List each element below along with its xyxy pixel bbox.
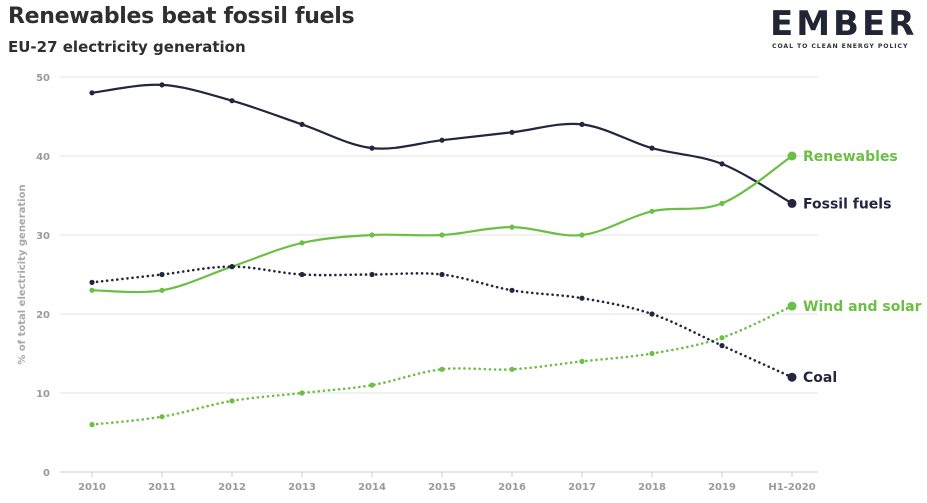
x-tick-label: 2014 [358,482,386,493]
series-fossil-fuels [89,82,797,208]
data-point [579,358,585,364]
series-labels: Fossil fuels Renewables Wind and solar Coal [803,149,922,386]
x-tick-label: 2018 [638,482,666,493]
data-point [787,372,797,382]
y-tick-label: 10 [36,389,50,400]
y-axis-ticks: 0 10 20 30 40 50 [36,73,50,479]
data-point [509,129,515,135]
data-point [649,350,655,357]
x-tick-label: 2015 [428,482,456,493]
x-tick-label: 2011 [148,482,176,493]
series-renewables [89,151,797,294]
x-tick-label: 2019 [708,482,736,493]
data-point [299,271,305,278]
gridlines [60,76,818,473]
data-point [579,232,585,238]
series-line-fossil-fuels [90,83,794,205]
series-label-renewables: Renewables [803,149,898,165]
data-point [719,343,725,349]
x-tick-label: 2013 [288,482,316,493]
y-tick-label: 50 [36,73,50,84]
data-point [509,224,515,230]
data-point [787,151,797,161]
data-point [649,311,655,317]
data-point [369,271,375,278]
data-point [649,208,655,214]
data-point [439,137,445,143]
data-point [229,398,235,404]
x-tick-label: H1-2020 [768,482,815,493]
data-point [299,121,305,127]
data-point [719,161,725,167]
data-point [649,145,655,151]
data-point [369,145,375,151]
chart-subtitle: EU-27 electricity generation [8,38,246,56]
x-tick-label: 2016 [498,482,526,493]
chart-title: Renewables beat fossil fuels [8,4,355,29]
data-point [89,90,95,96]
x-axis-ticks: 2010 2011 2012 2013 2014 2015 2016 2017 2018 2019… [78,472,816,493]
data-point [299,390,305,396]
data-point [439,271,445,278]
series-label-coal: Coal [803,370,837,386]
series-wind-and-solar [89,301,797,428]
data-point [299,240,305,246]
logo-wordmark: EMBER [770,4,918,44]
data-point [787,301,797,311]
series-line-renewables [90,154,794,294]
data-point [439,366,445,372]
x-tick-label: 2017 [568,482,596,493]
data-point [229,264,235,270]
y-tick-label: 0 [43,468,50,479]
data-point [509,366,515,372]
series [89,82,797,428]
series-line-coal [90,265,794,379]
data-point [89,279,95,285]
data-point [579,295,585,301]
data-point [159,414,165,420]
data-point [159,287,165,293]
data-point [89,422,95,428]
data-point [89,287,95,293]
y-tick-label: 40 [36,152,50,163]
data-point [439,232,445,238]
logo-tagline: COAL TO CLEAN ENERGY POLICY [772,43,909,50]
x-tick-label: 2010 [78,482,106,493]
data-point [369,382,375,388]
data-point [787,198,797,208]
data-point [369,232,375,238]
ember-logo: EMBER COAL TO CLEAN ENERGY POLICY [770,6,915,54]
y-tick-label: 30 [36,231,50,242]
x-tick-label: 2012 [218,482,246,493]
data-point [229,98,235,104]
series-line-wind-and-solar [90,304,794,426]
y-axis-label: % of total electricity generation [17,184,28,364]
series-label-wind-and-solar: Wind and solar [803,299,922,315]
series-label-fossil-fuels: Fossil fuels [803,196,891,212]
data-point [719,200,725,206]
y-tick-label: 20 [36,310,50,321]
data-point [509,287,515,293]
data-point [719,335,725,341]
series-coal [89,264,797,382]
data-point [159,271,165,278]
data-point [579,121,585,127]
data-point [159,82,165,88]
